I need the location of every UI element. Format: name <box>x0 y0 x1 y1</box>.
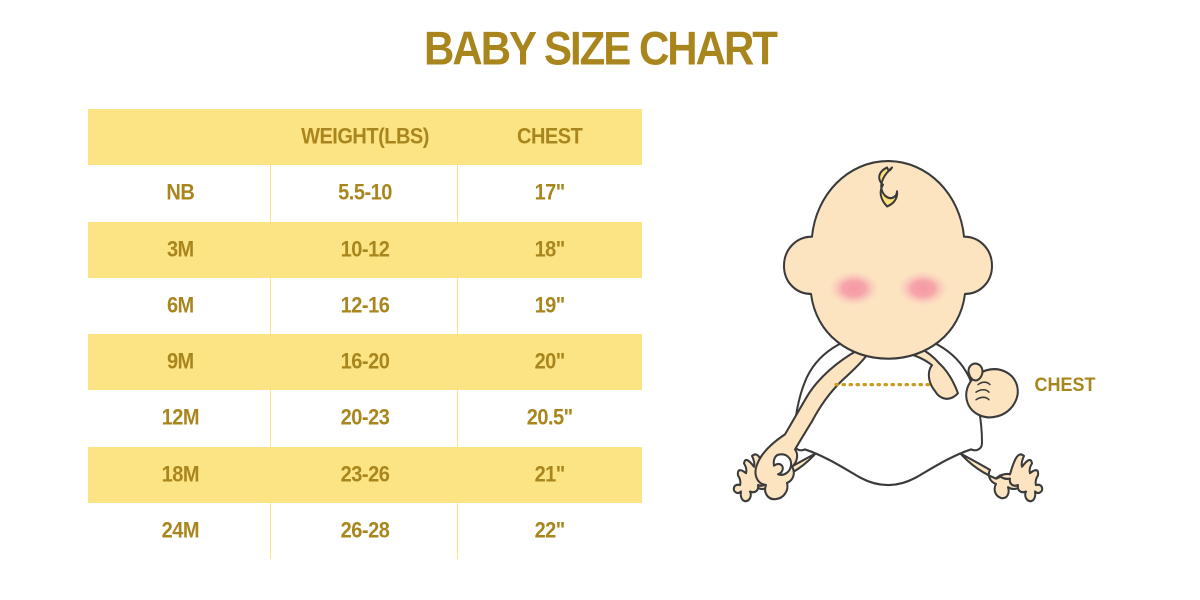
svg-text:CHEST: CHEST <box>1035 373 1096 395</box>
